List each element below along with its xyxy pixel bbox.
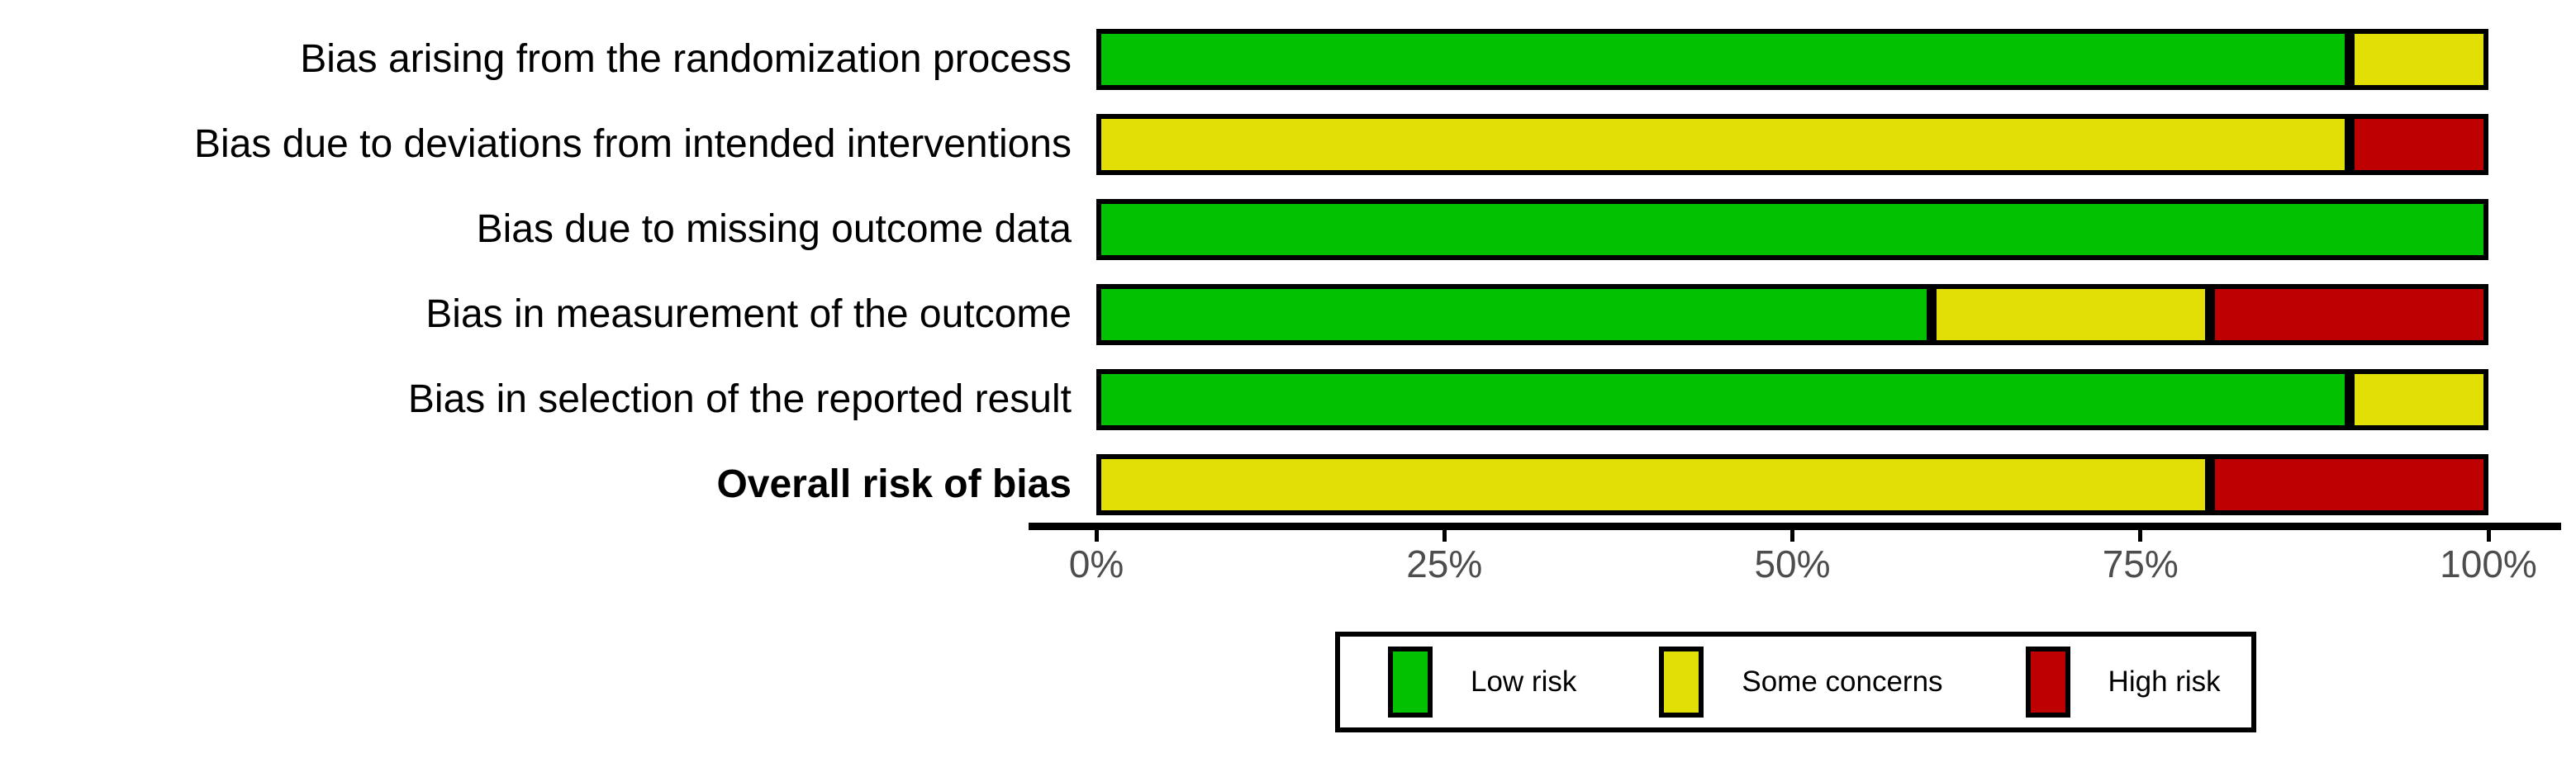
chart-row: Bias arising from the randomization proc… — [0, 29, 2576, 90]
axis-tick-label: 25% — [1406, 542, 1483, 585]
bar-segment-some-concerns — [2349, 369, 2488, 430]
bar-segment-low-risk — [1096, 199, 2488, 260]
chart-row: Bias in measurement of the outcome — [0, 284, 2576, 345]
legend-item-low-risk: Low risk — [1388, 647, 1576, 718]
legend-label: Low risk — [1471, 666, 1577, 698]
chart-row: Bias due to deviations from intended int… — [0, 114, 2576, 175]
category-label: Bias due to missing outcome data — [476, 207, 1072, 251]
axis-tick-label: 50% — [1754, 542, 1831, 585]
chart-row: Overall risk of bias — [0, 454, 2576, 515]
bar-segment-low-risk — [1096, 284, 1932, 345]
bar-segment-low-risk — [1096, 369, 2350, 430]
stacked-bar — [1096, 284, 2488, 345]
axis-tick — [2138, 530, 2143, 542]
category-label: Bias in selection of the reported result — [407, 377, 1072, 421]
stacked-bar — [1096, 454, 2488, 515]
legend-item-some-concerns: Some concerns — [1659, 647, 1943, 718]
bar-segment-low-risk — [1096, 29, 2350, 90]
legend-swatch-some-concerns — [1659, 647, 1704, 718]
bar-segment-some-concerns — [2349, 29, 2488, 90]
legend-swatch-high-risk — [2025, 647, 2070, 718]
bar-segment-some-concerns — [1096, 114, 2350, 175]
bar-segment-high-risk — [2210, 454, 2488, 515]
bar-segment-some-concerns — [1932, 284, 2210, 345]
bar-segment-some-concerns — [1096, 454, 2210, 515]
chart-row: Bias in selection of the reported result — [0, 369, 2576, 430]
axis-tick — [1094, 530, 1099, 542]
axis-tick-label: 75% — [2102, 542, 2179, 585]
chart-rows: Bias arising from the randomization proc… — [0, 29, 2576, 539]
category-label: Bias arising from the randomization proc… — [300, 37, 1072, 81]
stacked-bar — [1096, 199, 2488, 260]
bar-segment-high-risk — [2349, 114, 2488, 175]
bar-segment-high-risk — [2210, 284, 2488, 345]
stacked-bar — [1096, 114, 2488, 175]
category-label: Bias due to deviations from intended int… — [194, 122, 1072, 166]
legend-label: Some concerns — [1742, 666, 1943, 698]
legend-box: Low risk Some concerns High risk — [1335, 632, 2256, 732]
legend-label: High risk — [2108, 666, 2221, 698]
stacked-bar — [1096, 29, 2488, 90]
axis-tick-label: 0% — [1068, 542, 1124, 585]
stacked-bar — [1096, 369, 2488, 430]
legend-swatch-low-risk — [1388, 647, 1433, 718]
axis-tick-label: 100% — [2440, 542, 2537, 585]
axis-tick — [1442, 530, 1447, 542]
chart-row: Bias due to missing outcome data — [0, 199, 2576, 260]
x-axis-line — [1029, 523, 2561, 530]
axis-tick — [1790, 530, 1794, 542]
category-label: Overall risk of bias — [716, 462, 1072, 506]
axis-tick — [2486, 530, 2491, 542]
category-label: Bias in measurement of the outcome — [425, 292, 1072, 336]
legend-item-high-risk: High risk — [2025, 647, 2221, 718]
